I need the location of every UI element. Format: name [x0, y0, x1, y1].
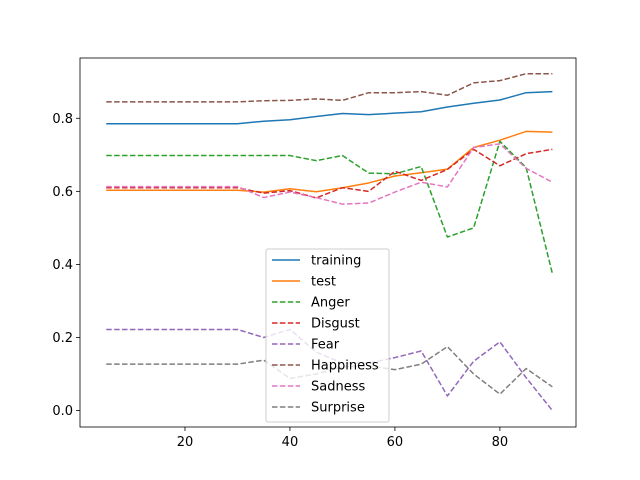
- series-line-sadness: [106, 143, 553, 205]
- series-line-disgust: [106, 148, 553, 199]
- series-line-happiness: [106, 72, 553, 103]
- legend-label-anger: Anger: [311, 296, 350, 311]
- y-axis-ticks: 0.0 0.2 0.4 0.6 0.8: [52, 112, 80, 419]
- y-tick-label: 0.6: [52, 185, 73, 200]
- series-line-training: [106, 90, 553, 125]
- y-tick-label: 0.4: [52, 258, 73, 273]
- y-tick-label: 0.8: [52, 112, 73, 127]
- x-tick-label: 80: [492, 435, 509, 450]
- legend-label-test: test: [311, 275, 336, 290]
- legend-label-training: training: [311, 254, 361, 269]
- legend-box: [265, 248, 390, 423]
- series-line-fear: [106, 328, 553, 412]
- legend-label-happiness: Happiness: [311, 359, 379, 374]
- legend-label-surprise: Surprise: [311, 401, 365, 416]
- x-tick-label: 60: [387, 435, 404, 450]
- series-line-test: [106, 130, 553, 193]
- y-tick-label: 0.2: [52, 331, 73, 346]
- axes-frame: [79, 57, 577, 428]
- series-line-anger: [106, 140, 554, 274]
- legend-label-sadness: Sadness: [311, 380, 365, 395]
- x-tick-label: 40: [282, 435, 299, 450]
- legend-label-fear: Fear: [311, 338, 340, 353]
- x-axis-ticks: 20 40 60 80: [177, 427, 508, 450]
- legend-label-disgust: Disgust: [311, 317, 360, 332]
- legend: training test Anger Disgust Fear Happiness Sad…: [265, 248, 390, 423]
- y-tick-label: 0.0: [52, 404, 73, 419]
- x-tick-label: 20: [177, 435, 194, 450]
